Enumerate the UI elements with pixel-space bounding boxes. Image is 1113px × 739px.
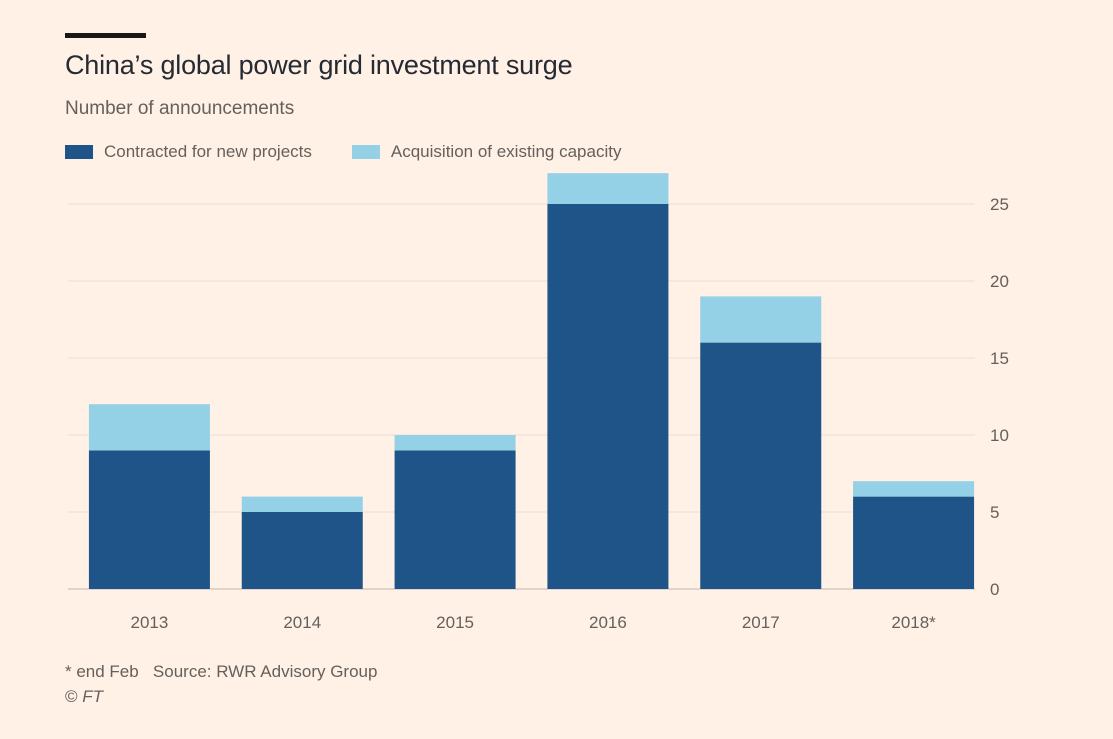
y-tick-label: 0	[990, 580, 999, 599]
y-tick-label: 5	[990, 503, 999, 522]
footnote-note: * end Feb	[65, 662, 139, 681]
bar-acquisition-2015	[394, 435, 516, 451]
x-tick-label: 2016	[589, 613, 627, 632]
legend-label-acquisition: Acquisition of existing capacity	[390, 142, 622, 161]
x-tick-label: 2015	[436, 613, 474, 632]
copyright-owner: FT	[82, 687, 104, 706]
bar-contracted-2018	[853, 496, 975, 589]
x-tick-label: 2014	[283, 613, 321, 632]
x-tick-label: 2013	[131, 613, 169, 632]
legend-swatch-contracted	[65, 145, 93, 159]
bar-acquisition-2014	[241, 496, 363, 512]
legend-label-contracted: Contracted for new projects	[104, 142, 312, 161]
x-tick-label: 2018*	[891, 613, 936, 632]
gridlines	[68, 203, 975, 590]
bar-contracted-2013	[88, 450, 210, 589]
y-tick-label: 15	[990, 349, 1009, 368]
copyright: © FT	[65, 687, 103, 707]
y-tick-label: 20	[990, 272, 1009, 291]
chart-title: China’s global power grid investment sur…	[65, 50, 573, 80]
footnote: * end Feb Source: RWR Advisory Group	[65, 662, 377, 682]
bar-contracted-2016	[547, 204, 669, 589]
bar-contracted-2015	[394, 450, 516, 589]
chart-subtitle: Number of announcements	[65, 98, 295, 119]
legend-item-acquisition: Acquisition of existing capacity	[351, 142, 622, 162]
x-tick-label: 2017	[742, 613, 780, 632]
y-axis-ticks: 0 5 10 15 20 25	[990, 195, 1009, 599]
legend: Contracted for new projects Acquisition …	[65, 142, 661, 162]
x-axis-ticks: 2013 2014 2015 2016 2017 2018*	[131, 613, 937, 632]
bar-acquisition-2018	[853, 481, 975, 497]
bars	[88, 173, 975, 589]
bar-contracted-2014	[241, 512, 363, 589]
legend-item-contracted: Contracted for new projects	[65, 142, 312, 162]
bar-acquisition-2013	[88, 404, 210, 451]
y-tick-label: 10	[990, 426, 1009, 445]
title-accent-bar	[65, 33, 146, 38]
bar-acquisition-2017	[700, 296, 822, 343]
bar-acquisition-2016	[547, 173, 669, 204]
source-text: Source: RWR Advisory Group	[152, 662, 378, 681]
legend-swatch-acquisition	[351, 145, 380, 159]
copyright-symbol: ©	[65, 687, 78, 706]
bar-contracted-2017	[700, 342, 822, 589]
y-tick-label: 25	[990, 195, 1009, 214]
